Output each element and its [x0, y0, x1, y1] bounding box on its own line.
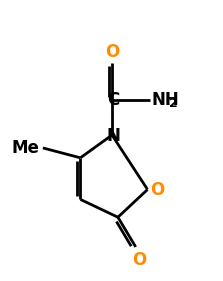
- Text: O: O: [132, 251, 147, 269]
- Text: NH: NH: [151, 91, 179, 109]
- Text: O: O: [105, 43, 119, 61]
- Text: O: O: [150, 180, 165, 198]
- Text: 2: 2: [169, 97, 178, 110]
- Text: N: N: [106, 127, 120, 145]
- Text: C: C: [107, 91, 119, 109]
- Text: Me: Me: [11, 139, 39, 157]
